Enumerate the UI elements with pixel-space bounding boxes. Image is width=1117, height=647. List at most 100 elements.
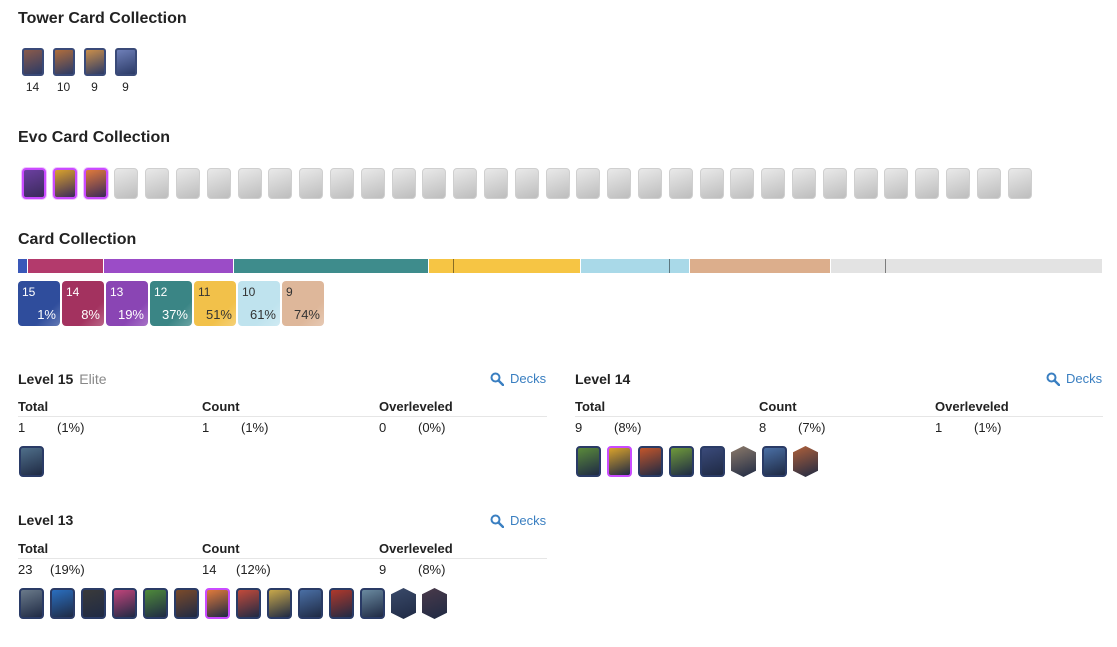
overleveled-value: 0 xyxy=(379,420,387,435)
tower-card[interactable]: 9 xyxy=(82,48,107,94)
locked-evo-card-icon[interactable] xyxy=(1007,168,1032,199)
level-13-decks-link[interactable]: Decks xyxy=(490,513,546,528)
total-header: Total xyxy=(18,541,49,556)
level-15-title: Level 15 xyxy=(18,371,74,387)
evo-card-icon[interactable] xyxy=(607,446,632,477)
locked-evo-card-icon[interactable] xyxy=(915,168,940,199)
search-icon xyxy=(490,372,504,386)
level-14-decks-link[interactable]: Decks xyxy=(1046,371,1102,386)
locked-evo-card-icon[interactable] xyxy=(206,168,231,199)
electro-spirit-card-icon[interactable] xyxy=(50,588,75,619)
level-14-badge[interactable]: 14 8% xyxy=(62,281,104,326)
count-percent: (1%) xyxy=(241,420,269,435)
level-15-badge[interactable]: 15 1% xyxy=(18,281,60,326)
decks-label: Decks xyxy=(510,371,547,386)
level-13-badge[interactable]: 13 19% xyxy=(106,281,148,326)
tower-card[interactable]: 14 xyxy=(20,48,45,94)
locked-evo-card-icon[interactable] xyxy=(761,168,786,199)
locked-evo-card-icon[interactable] xyxy=(114,168,139,199)
tower-section-title: Tower Card Collection xyxy=(18,10,187,27)
evo-knight-card-icon[interactable] xyxy=(205,588,230,619)
miner-card-icon[interactable] xyxy=(762,446,787,477)
tornado-card-icon[interactable] xyxy=(267,588,292,619)
mega-knight-card-icon[interactable] xyxy=(422,588,447,619)
goblin-card-icon[interactable] xyxy=(669,446,694,477)
archers-card-icon[interactable] xyxy=(112,588,137,619)
locked-evo-card-icon[interactable] xyxy=(514,168,539,199)
locked-evo-card-icon[interactable] xyxy=(175,168,200,199)
locked-evo-card-icon[interactable] xyxy=(576,168,601,199)
locked-evo-card-icon[interactable] xyxy=(884,168,909,199)
locked-evo-card-icon[interactable] xyxy=(453,168,478,199)
overleveled-percent: (1%) xyxy=(974,420,1002,435)
x-bow-card-icon[interactable] xyxy=(360,588,385,619)
total-header: Total xyxy=(18,399,49,414)
level-15-decks-link[interactable]: Decks xyxy=(490,371,546,386)
level-11-badge[interactable]: 11 51% xyxy=(194,281,236,326)
segment-tick xyxy=(453,259,455,273)
badge-level: 10 xyxy=(242,285,256,299)
locked-evo-card-icon[interactable] xyxy=(699,168,724,199)
evo-card-3-icon[interactable] xyxy=(83,168,108,199)
evo-card-1-icon[interactable] xyxy=(22,168,46,199)
locked-evo-card-icon[interactable] xyxy=(237,168,262,199)
fireball-card-icon[interactable] xyxy=(638,446,663,477)
divider xyxy=(18,416,547,417)
total-percent: (19%) xyxy=(50,562,85,577)
electro-giant-card-icon[interactable] xyxy=(298,588,323,619)
search-icon xyxy=(1046,372,1060,386)
count-header: Count xyxy=(759,399,797,414)
locked-evo-card-icon[interactable] xyxy=(145,168,170,199)
locked-evo-card-icon[interactable] xyxy=(945,168,970,199)
locked-evo-card-icon[interactable] xyxy=(391,168,416,199)
level-14-title: Level 14 xyxy=(575,371,631,387)
locked-evo-card-icon[interactable] xyxy=(637,168,662,199)
executioner-card-icon[interactable] xyxy=(19,446,44,477)
inferno-card-icon[interactable] xyxy=(329,588,354,619)
level-10-badge[interactable]: 10 61% xyxy=(238,281,280,326)
evo-card-2-icon[interactable] xyxy=(52,168,77,199)
locked-evo-card-icon[interactable] xyxy=(329,168,354,199)
locked-evo-card-icon[interactable] xyxy=(422,168,447,199)
level-9-badge[interactable]: 9 74% xyxy=(282,281,324,326)
evo-section-title: Evo Card Collection xyxy=(18,129,171,146)
badge-level: 14 xyxy=(66,285,80,299)
overleveled-header: Overleveled xyxy=(379,399,453,414)
count-value: 1 xyxy=(202,420,210,435)
level-14-segment xyxy=(27,259,104,273)
princess-champion-card-icon[interactable] xyxy=(391,588,416,619)
locked-evo-card-icon[interactable] xyxy=(360,168,385,199)
tower-card[interactable]: 10 xyxy=(51,48,76,94)
locked-evo-card-icon[interactable] xyxy=(545,168,570,199)
rocket-card-icon[interactable] xyxy=(236,588,261,619)
level-14-heading: Level 14 xyxy=(575,371,630,387)
badge-level: 15 xyxy=(22,285,36,299)
goblin-gang-card-icon[interactable] xyxy=(143,588,168,619)
locked-evo-card-icon[interactable] xyxy=(299,168,324,199)
locked-evo-card-icon[interactable] xyxy=(791,168,816,199)
decks-label: Decks xyxy=(1066,371,1103,386)
goblin-giant-card-icon[interactable] xyxy=(576,446,601,477)
bandit-card-icon[interactable] xyxy=(700,446,725,477)
locked-evo-card-icon[interactable] xyxy=(976,168,1001,199)
level-14-card-list xyxy=(576,446,824,477)
bomb-tower-card-icon[interactable] xyxy=(81,588,106,619)
locked-evo-card-icon[interactable] xyxy=(268,168,293,199)
tower-card[interactable]: 9 xyxy=(113,48,138,94)
badge-percent: 1% xyxy=(37,307,56,322)
locked-evo-card-icon[interactable] xyxy=(483,168,508,199)
skeleton-card-icon[interactable] xyxy=(19,588,44,619)
locked-evo-card-icon[interactable] xyxy=(853,168,878,199)
locked-evo-card-icon[interactable] xyxy=(607,168,632,199)
locked-evo-card-icon[interactable] xyxy=(730,168,755,199)
locked-evo-card-icon[interactable] xyxy=(668,168,693,199)
locked-evo-card-icon[interactable] xyxy=(822,168,847,199)
search-icon xyxy=(490,514,504,528)
count-header: Count xyxy=(202,541,240,556)
badge-percent: 37% xyxy=(161,307,188,322)
champion-card-icon[interactable] xyxy=(731,446,756,477)
badge-level: 12 xyxy=(154,285,168,299)
goblin-hut-card-icon[interactable] xyxy=(174,588,199,619)
mighty-miner-card-icon[interactable] xyxy=(793,446,818,477)
level-12-badge[interactable]: 12 37% xyxy=(150,281,192,326)
